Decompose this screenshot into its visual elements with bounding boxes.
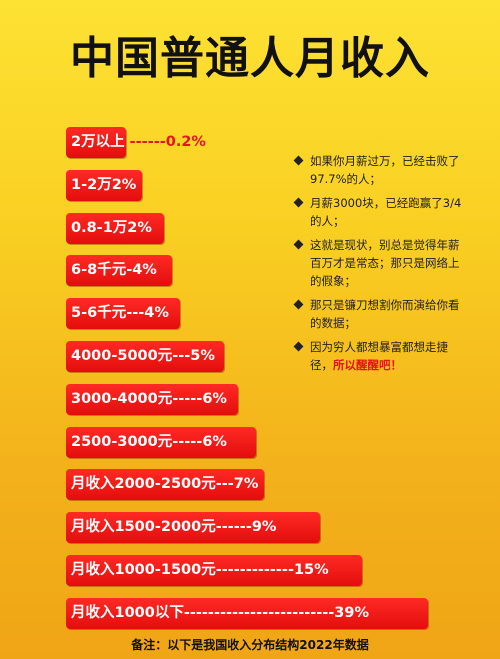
note-text: 月薪3000块，已经跑赢了3/4的人； bbox=[310, 196, 462, 228]
bar-label: 6-8千元-4% bbox=[71, 255, 157, 286]
note-text: 因为穷人都想暴富都想走捷径， bbox=[310, 340, 448, 372]
bar-label: 5-6千元---4% bbox=[71, 298, 169, 329]
income-bar bbox=[66, 512, 320, 543]
bar-label-head: 月收入1500-2000元------9% bbox=[71, 519, 277, 535]
bar-label-head: 4000-5000元---5% bbox=[71, 348, 215, 364]
bar-label-head: 月收入2000-2500元---7% bbox=[71, 476, 259, 492]
income-bar bbox=[66, 298, 180, 329]
note-text: 那只是镰刀想割你而演给你看的数据； bbox=[310, 298, 460, 330]
diamond-bullet-icon bbox=[293, 155, 304, 166]
diamond-bullet-icon bbox=[293, 341, 304, 352]
bar-label: 月收入2000-2500元---7% bbox=[71, 469, 258, 500]
income-bar bbox=[66, 384, 238, 415]
bar-label: 2万以上 ------0.2% bbox=[71, 127, 206, 158]
diamond-bullet-icon bbox=[293, 299, 304, 310]
bar-label: 月收入1500-2000元------9% bbox=[71, 512, 276, 543]
income-bar bbox=[66, 127, 126, 158]
income-bar bbox=[66, 341, 224, 372]
bar-label: 0.8-1万2% bbox=[71, 213, 152, 244]
income-bar bbox=[66, 555, 362, 586]
income-bar bbox=[66, 255, 172, 286]
bar-label-head: 1-2万2% bbox=[71, 177, 137, 193]
bar-label-head: 3000-4000元-----6% bbox=[71, 391, 227, 407]
income-bar bbox=[66, 170, 142, 201]
income-bar bbox=[66, 213, 164, 244]
bar-label-head: 0.8-1万2% bbox=[71, 220, 152, 236]
bar-label: 1-2万2% bbox=[71, 170, 136, 201]
bar-label-value: ------0.2% bbox=[124, 134, 206, 150]
bar-label-head: 6-8千元-4% bbox=[71, 262, 157, 278]
income-bar bbox=[66, 427, 256, 458]
note-item: 这就是现状，别总是觉得年薪百万才是常态；那只是网络上的假象； bbox=[292, 236, 462, 290]
bar-label-head: 2500-3000元-----6% bbox=[71, 434, 227, 450]
bar-label: 月收入1000-1500元-------------15% bbox=[71, 555, 329, 586]
bar-label-head: 2万以上 bbox=[71, 134, 125, 150]
bar-label-head: 5-6千元---4% bbox=[71, 305, 169, 321]
note-item: 那只是镰刀想割你而演给你看的数据； bbox=[292, 296, 462, 332]
income-bar bbox=[66, 598, 428, 629]
bar-label: 月收入1000以下-------------------------39% bbox=[71, 598, 369, 629]
commentary-notes: 如果你月薪过万，已经击败了97.7%的人； 月薪3000块，已经跑赢了3/4的人… bbox=[292, 152, 462, 380]
note-item: 月薪3000块，已经跑赢了3/4的人； bbox=[292, 194, 462, 230]
bar-label: 3000-4000元-----6% bbox=[71, 384, 227, 415]
note-item: 因为穷人都想暴富都想走捷径，所以醒醒吧！ bbox=[292, 338, 462, 374]
note-item: 如果你月薪过万，已经击败了97.7%的人； bbox=[292, 152, 462, 188]
diamond-bullet-icon bbox=[293, 239, 304, 250]
note-text: 这就是现状，别总是觉得年薪百万才是常态；那只是网络上的假象； bbox=[310, 238, 460, 288]
bar-label-head: 月收入1000以下-------------------------39% bbox=[71, 605, 370, 621]
note-text: 如果你月薪过万，已经击败了97.7%的人； bbox=[310, 154, 460, 186]
diamond-bullet-icon bbox=[293, 197, 304, 208]
bar-label: 4000-5000元---5% bbox=[71, 341, 215, 372]
note-emphasis: 所以醒醒吧！ bbox=[333, 358, 402, 372]
income-bar bbox=[66, 469, 264, 500]
page-title: 中国普通人月收入 bbox=[70, 33, 430, 84]
bar-label-head: 月收入1000-1500元-------------15% bbox=[71, 562, 329, 578]
footnote: 备注：以下是我国收入分布结构2022年数据 bbox=[131, 638, 369, 652]
bar-label: 2500-3000元-----6% bbox=[71, 427, 227, 458]
